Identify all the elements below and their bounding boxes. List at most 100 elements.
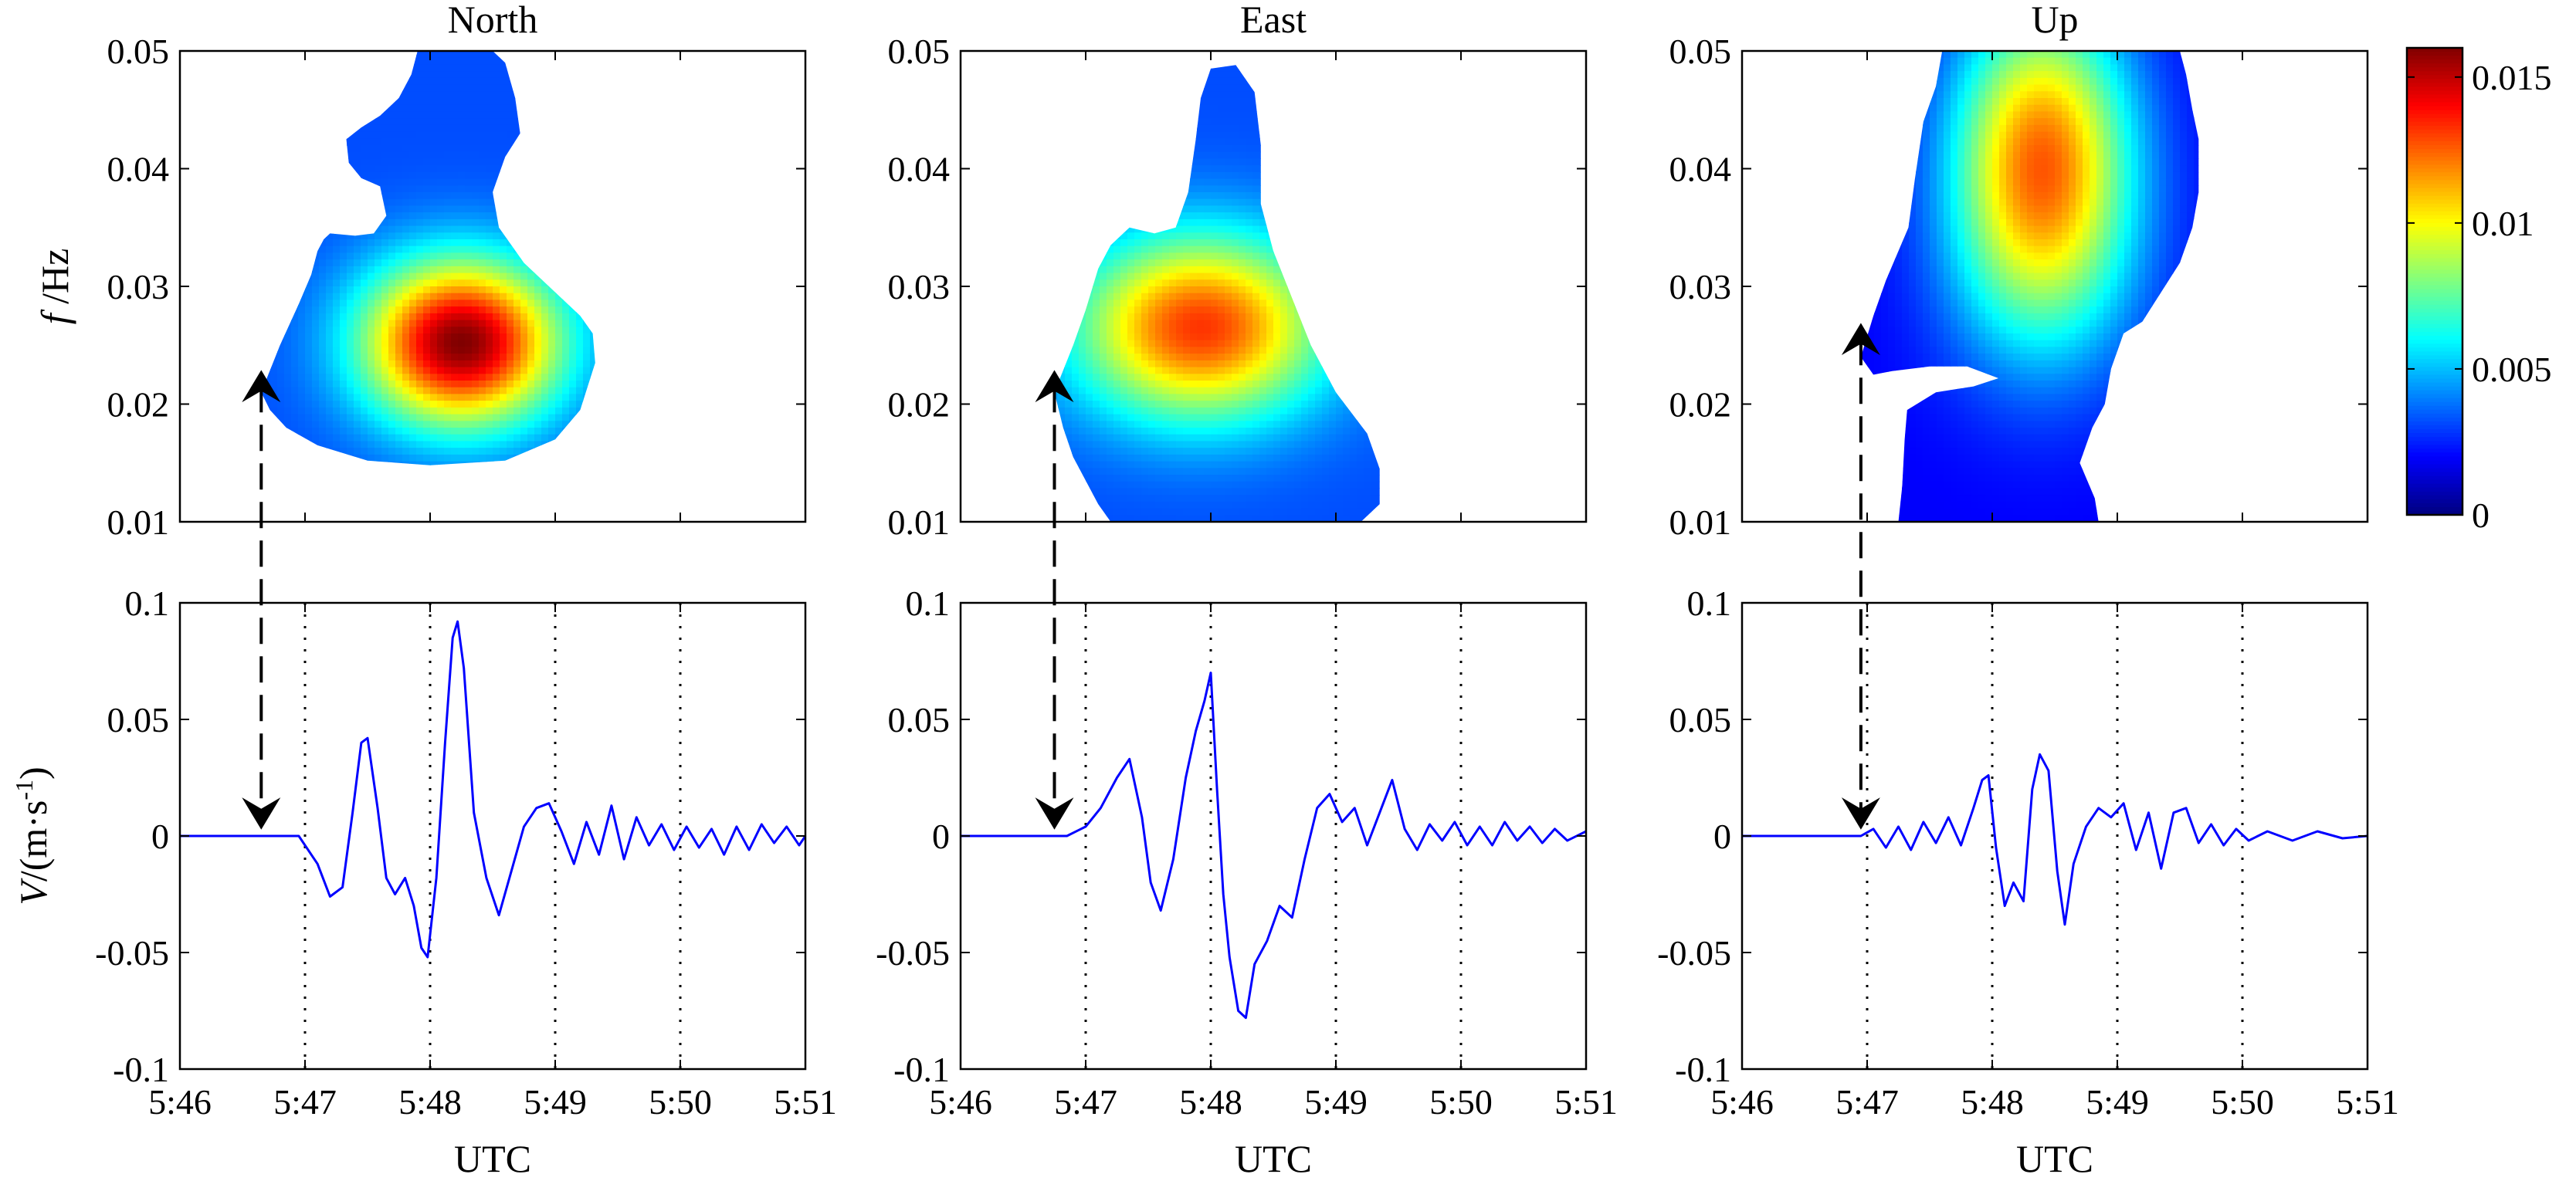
spectrogram-cell	[465, 306, 473, 314]
spectrogram-cell	[646, 185, 653, 192]
spectrogram-cell	[187, 421, 195, 428]
spectrogram-cell	[451, 360, 459, 368]
spectrogram-cell	[368, 205, 375, 213]
spectrogram-cell	[284, 239, 292, 247]
spectrogram-cell	[263, 293, 271, 300]
spectrogram-cell	[611, 354, 619, 360]
spectrogram-cell	[659, 51, 667, 58]
spectrogram-cell	[632, 145, 639, 152]
spectrogram-cell	[673, 64, 681, 71]
spectrogram-cell	[333, 441, 341, 448]
spectrogram-cell	[201, 205, 208, 212]
spectrogram-cell	[590, 475, 598, 482]
spectrogram-cell	[514, 502, 521, 509]
spectrogram-cell	[409, 91, 417, 99]
spectrogram-cell	[493, 77, 500, 86]
spectrogram-cell	[527, 286, 535, 294]
spectrogram-cell	[625, 165, 632, 172]
spectrogram-cell	[458, 259, 466, 267]
spectrogram-cell	[507, 57, 514, 65]
spectrogram-cell	[270, 192, 278, 200]
spectrogram-cell	[500, 218, 507, 227]
spectrogram-cell	[639, 293, 646, 300]
spectrogram-cell	[284, 279, 292, 287]
spectrogram-cell	[472, 286, 480, 294]
spectrogram-cell	[458, 151, 466, 159]
spectrogram-cell	[312, 441, 320, 448]
spectrogram-cell	[354, 272, 361, 280]
spectrogram-cell	[361, 495, 368, 502]
spectrogram-cell	[187, 152, 195, 159]
spectrogram-cell	[625, 219, 632, 226]
spectrogram-cell	[229, 125, 236, 132]
spectrogram-cell	[472, 327, 480, 334]
spectrogram-cell	[222, 226, 229, 233]
spectrogram-cell	[263, 320, 271, 327]
spectrogram-cell	[381, 387, 389, 394]
spectrogram-cell	[472, 347, 480, 354]
spectrogram-cell	[229, 185, 236, 192]
spectrogram-cell	[305, 51, 313, 59]
spectrogram-cell	[493, 482, 500, 489]
spectrogram-cell	[444, 374, 452, 381]
spectrogram-cell	[305, 84, 313, 92]
spectrogram-cell	[284, 394, 292, 401]
spectrogram-cell	[263, 482, 271, 489]
spectrogram-cell	[520, 158, 528, 166]
spectrogram-cell	[381, 468, 389, 475]
spectrogram-cell	[590, 482, 598, 489]
spectrogram-cell	[423, 488, 431, 495]
spectrogram-cell	[465, 502, 473, 509]
spectrogram-cell	[201, 85, 208, 92]
spectrogram-cell	[361, 502, 368, 509]
spectrogram-cell	[562, 327, 570, 334]
spectrogram-cell	[194, 266, 202, 273]
spectrogram-cell	[479, 354, 486, 361]
spectrogram-cell	[354, 252, 361, 260]
spectrogram-cell	[507, 387, 514, 394]
spectrogram-cell	[541, 502, 549, 509]
spectrogram-cell	[472, 387, 480, 394]
spectrogram-cell	[514, 286, 521, 294]
spectrogram-cell	[194, 125, 202, 132]
spectrogram-cell	[569, 64, 577, 72]
spectrogram-cell	[388, 360, 396, 368]
spectrogram-cell	[611, 172, 619, 179]
spectrogram-cell	[534, 212, 542, 220]
spectrogram-cell	[423, 327, 431, 334]
spectrogram-cell	[416, 381, 424, 388]
spectrogram-cell	[229, 381, 236, 387]
spectrogram-cell	[312, 482, 320, 489]
spectrogram-cell	[479, 131, 486, 139]
spectrogram-cell	[458, 502, 466, 509]
spectrogram-cell	[555, 64, 563, 72]
spectrogram-cell	[458, 360, 466, 368]
spectrogram-cell	[388, 145, 396, 153]
spectrogram-cell	[548, 360, 556, 368]
spectrogram-cell	[326, 252, 334, 260]
spectrogram-cell	[590, 131, 595, 139]
spectrogram-cell	[242, 232, 250, 239]
spectrogram-cell	[555, 212, 563, 220]
spectrogram-cell	[402, 482, 410, 489]
spectrogram-cell	[388, 232, 396, 240]
spectrogram-cell	[291, 293, 299, 300]
spectrogram-cell	[451, 212, 459, 220]
spectrogram-cell	[261, 225, 264, 233]
spectrogram-cell	[194, 239, 202, 246]
spectrogram-cell	[458, 374, 466, 381]
spectrogram-cell	[486, 441, 493, 448]
spectrogram-cell	[479, 239, 486, 247]
spectrogram-cell	[604, 111, 612, 118]
spectrogram-cell	[652, 85, 660, 92]
spectrogram-cell	[180, 408, 188, 415]
spectrogram-cell	[270, 232, 278, 240]
spectrogram-cell	[611, 165, 619, 172]
spectrogram-cell	[520, 145, 528, 153]
spectrogram-cell	[229, 111, 236, 118]
spectrogram-cell	[597, 246, 605, 253]
spectrogram-cell	[319, 151, 327, 159]
spectrogram-cell	[618, 306, 625, 313]
spectrogram-cell	[444, 495, 452, 502]
spectrogram-cell	[527, 239, 535, 247]
